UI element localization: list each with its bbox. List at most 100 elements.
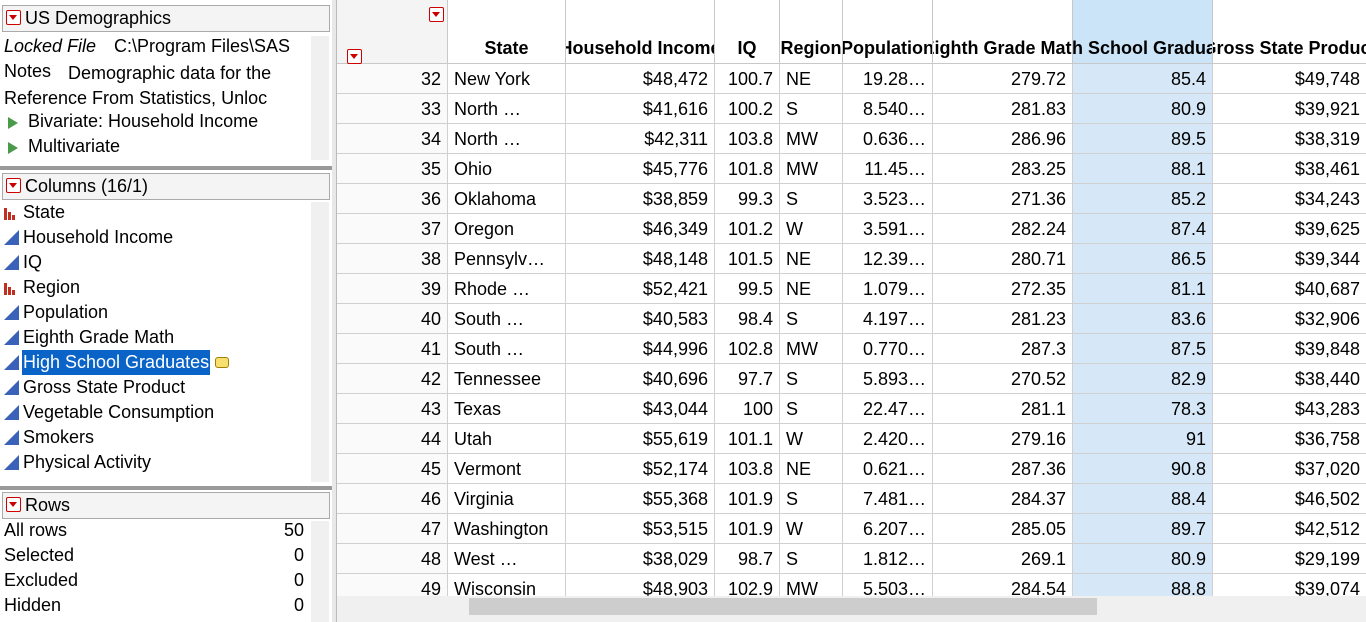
row-number: 45 bbox=[337, 454, 448, 484]
table-cell: 7.481… bbox=[843, 484, 933, 514]
continuous-icon bbox=[4, 255, 19, 270]
table-cell: 99.5 bbox=[715, 274, 780, 304]
column-header[interactable]: Household Income bbox=[566, 0, 715, 64]
menu-button[interactable] bbox=[6, 9, 21, 25]
table-cell: 271.36 bbox=[933, 184, 1073, 214]
table-cell: W bbox=[780, 514, 843, 544]
column-item[interactable]: Household Income bbox=[23, 227, 174, 247]
script-arrow[interactable] bbox=[8, 142, 18, 154]
table-cell: 101.5 bbox=[715, 244, 780, 274]
key-icon bbox=[215, 357, 229, 368]
continuous-icon bbox=[4, 405, 19, 420]
row-number: 48 bbox=[337, 544, 448, 574]
table-cell: S bbox=[780, 484, 843, 514]
column-item[interactable]: Population bbox=[23, 302, 109, 322]
table-cell: 80.9 bbox=[1073, 544, 1213, 574]
table-cell: S bbox=[780, 304, 843, 334]
panel-header: Columns (16/1) bbox=[2, 173, 330, 200]
table-cell: 80.9 bbox=[1073, 94, 1213, 124]
table-cell: 0.621… bbox=[843, 454, 933, 484]
column-item[interactable]: State bbox=[23, 202, 66, 222]
table-cell: $38,859 bbox=[566, 184, 715, 214]
table-cell: 1.812… bbox=[843, 544, 933, 574]
menu-button[interactable] bbox=[6, 177, 21, 193]
column-header[interactable]: IQ bbox=[715, 0, 780, 64]
table-cell: S bbox=[780, 394, 843, 424]
column-item[interactable]: Physical Activity bbox=[23, 452, 152, 472]
column-item[interactable]: Gross State Product bbox=[23, 377, 186, 397]
table-cell: 99.3 bbox=[715, 184, 780, 214]
table-cell: 12.39… bbox=[843, 244, 933, 274]
table-cell: 88.4 bbox=[1073, 484, 1213, 514]
table-cell: 282.24 bbox=[933, 214, 1073, 244]
table-cell: $52,174 bbox=[566, 454, 715, 484]
nominal-icon bbox=[4, 283, 7, 295]
table-cell: 87.5 bbox=[1073, 334, 1213, 364]
table-cell: 101.9 bbox=[715, 514, 780, 544]
continuous-icon bbox=[4, 355, 19, 370]
table-cell: S bbox=[780, 544, 843, 574]
table-cell: 86.5 bbox=[1073, 244, 1213, 274]
table-cell: 100.7 bbox=[715, 64, 780, 94]
notes-label: Notes bbox=[4, 61, 52, 81]
table-cell: $38,319 bbox=[1213, 124, 1366, 154]
menu-button[interactable] bbox=[6, 496, 21, 512]
column-item[interactable]: High School Graduates bbox=[22, 350, 211, 375]
scrollbar bbox=[311, 521, 329, 622]
row-number: 33 bbox=[337, 94, 448, 124]
table-cell: $38,029 bbox=[566, 544, 715, 574]
table-cell: North … bbox=[448, 124, 566, 154]
rows-count: 0 bbox=[293, 595, 304, 615]
table-cell: 87.4 bbox=[1073, 214, 1213, 244]
table-cell: 101.9 bbox=[715, 484, 780, 514]
table-cell: MW bbox=[780, 334, 843, 364]
script-item[interactable]: Multivariate bbox=[28, 136, 121, 156]
rows-panel: Rows All rows 50 Selected 0 Excluded 0 Hidden 0 bbox=[0, 491, 332, 622]
notes-text: Demographic data for the Reference From … bbox=[4, 63, 272, 108]
table-cell: Oregon bbox=[448, 214, 566, 244]
menu-button[interactable] bbox=[429, 7, 444, 22]
table-cell: Texas bbox=[448, 394, 566, 424]
column-header[interactable]: Gross State Product bbox=[1213, 0, 1366, 64]
column-header[interactable]: High School Graduates bbox=[1073, 0, 1213, 64]
table-cell: 83.6 bbox=[1073, 304, 1213, 334]
table-cell: $43,044 bbox=[566, 394, 715, 424]
table-cell: 0.770… bbox=[843, 334, 933, 364]
h-scroll-thumb[interactable] bbox=[469, 598, 1097, 615]
panel-title: Rows bbox=[25, 495, 71, 515]
script-arrow[interactable] bbox=[8, 117, 18, 129]
column-header[interactable]: Population bbox=[843, 0, 933, 64]
table-cell: $48,472 bbox=[566, 64, 715, 94]
column-item[interactable]: Smokers bbox=[23, 427, 95, 447]
column-header[interactable]: State bbox=[448, 0, 566, 64]
column-header[interactable]: Region bbox=[780, 0, 843, 64]
column-item[interactable]: Region bbox=[23, 277, 81, 297]
locked-path: C:\Program Files\SAS bbox=[114, 36, 291, 56]
column-item[interactable]: IQ bbox=[23, 252, 43, 272]
table-cell: $39,848 bbox=[1213, 334, 1366, 364]
table-cell: $39,625 bbox=[1213, 214, 1366, 244]
panel-header: Rows bbox=[2, 492, 330, 519]
table-cell: $53,515 bbox=[566, 514, 715, 544]
table-cell: 101.1 bbox=[715, 424, 780, 454]
panel-header: US Demographics bbox=[2, 5, 330, 32]
table-cell: Vermont bbox=[448, 454, 566, 484]
table-cell: 102.8 bbox=[715, 334, 780, 364]
scrollbar bbox=[311, 202, 329, 482]
divider bbox=[0, 166, 332, 170]
table-cell: $55,368 bbox=[566, 484, 715, 514]
table-cell: 81.1 bbox=[1073, 274, 1213, 304]
table-cell: 281.83 bbox=[933, 94, 1073, 124]
table-cell: $29,199 bbox=[1213, 544, 1366, 574]
table-cell: 98.4 bbox=[715, 304, 780, 334]
menu-button[interactable] bbox=[347, 49, 362, 64]
table-cell: 279.72 bbox=[933, 64, 1073, 94]
column-item[interactable]: Vegetable Consumption bbox=[23, 402, 215, 422]
table-cell: 19.28… bbox=[843, 64, 933, 94]
continuous-icon bbox=[4, 430, 19, 445]
script-item[interactable]: Bivariate: Household Income bbox=[28, 111, 259, 131]
table-cell: 89.5 bbox=[1073, 124, 1213, 154]
column-header[interactable]: Eighth Grade Math bbox=[933, 0, 1073, 64]
column-item[interactable]: Eighth Grade Math bbox=[23, 327, 175, 347]
